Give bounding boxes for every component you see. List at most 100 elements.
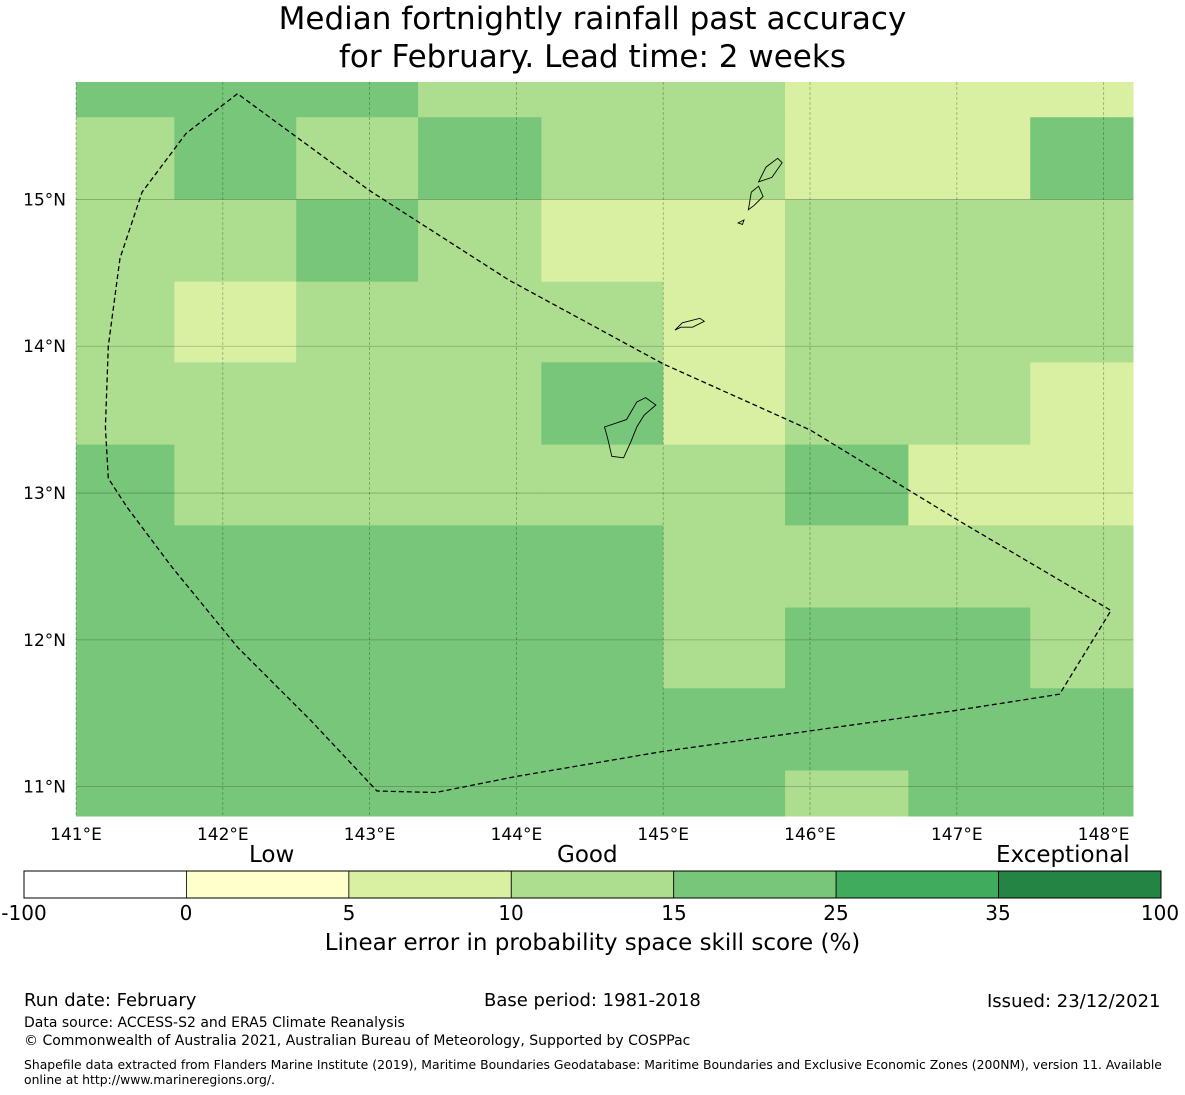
grid-cell (418, 770, 542, 817)
grid-cell (1030, 770, 1134, 817)
island-outlines (603, 157, 783, 459)
grid-cell (908, 688, 1031, 771)
grid-cell (174, 281, 297, 363)
grid-cell (785, 688, 909, 771)
grid-cell (1030, 688, 1134, 771)
grid-cell (296, 688, 419, 771)
grid-cell (296, 525, 419, 609)
copyright: © Commonwealth of Australia 2021, Austra… (24, 1033, 691, 1049)
grid-cell (296, 281, 419, 363)
grid-cell (541, 281, 664, 363)
grid-cell (908, 199, 1031, 283)
grid-cell (541, 362, 664, 446)
longitude-label: 147°E (931, 825, 983, 845)
grid-cell (76, 281, 175, 363)
grid-cell (1030, 199, 1134, 283)
grid-cell (908, 444, 1031, 526)
grid-cell (174, 525, 297, 609)
data-source: Data source: ACCESS-S2 and ERA5 Climate … (24, 1015, 405, 1031)
colorbar-category-low: Low (249, 842, 295, 868)
grid-cell (418, 525, 542, 609)
colorbar-bin (673, 870, 837, 899)
grid-cell (296, 82, 419, 118)
grid-cell (1030, 607, 1134, 689)
grid-cell (174, 82, 297, 118)
colorbar-tick-label: 35 (985, 901, 1011, 925)
island-outline (736, 219, 745, 225)
map-title: Median fortnightly rainfall past accurac… (0, 0, 1185, 76)
grid-cell (541, 82, 664, 118)
grid-cell (76, 362, 175, 446)
grid-cell (174, 117, 297, 200)
latitude-tick-labels: 11°N 12°N 13°N 14°N 15°N (23, 190, 66, 797)
grid-cell (174, 199, 297, 283)
latitude-label: 15°N (23, 190, 66, 210)
grid-cell (1030, 117, 1134, 200)
grid-cell (296, 362, 419, 446)
colorbar-category-good: Good (557, 842, 618, 868)
grid-cell (76, 688, 175, 771)
grid-cell (418, 199, 542, 283)
island-outline (603, 397, 657, 459)
colorbar-bin (998, 870, 1162, 899)
island-outline (674, 317, 706, 331)
grid-cell (785, 444, 909, 526)
grid-cell (174, 770, 297, 817)
colorbar-bin (835, 870, 999, 899)
grid-cell (76, 82, 175, 118)
grid-cell (418, 281, 542, 363)
colorbar-axis-label: Linear error in probability space skill … (324, 930, 861, 956)
grid-cell (663, 607, 786, 689)
grid-cell (541, 199, 664, 283)
grid-cell (908, 281, 1031, 363)
grid-cell (76, 770, 175, 817)
grid-cell (785, 770, 909, 817)
grid-cell (1030, 281, 1134, 363)
graticule (75, 82, 1133, 816)
eez-boundary (104, 93, 1112, 794)
grid-cell (541, 444, 664, 526)
colorbar-tick-label: 15 (661, 901, 687, 925)
grid-cell (1030, 82, 1134, 118)
grid-cell (418, 444, 542, 526)
grid-cell (663, 281, 786, 363)
colorbar-bin (23, 870, 187, 899)
latitude-label: 14°N (23, 337, 66, 357)
latitude-label: 11°N (23, 778, 66, 798)
grid-cell (908, 770, 1031, 817)
grid-cell (1030, 525, 1134, 609)
grid-cell (296, 199, 419, 283)
grid-cell (296, 770, 419, 817)
colorbar-tick-label: 10 (498, 901, 524, 925)
grid-cell (541, 525, 664, 609)
grid-cell (785, 525, 909, 609)
grid-cell (1030, 362, 1134, 446)
grid-cell (908, 117, 1031, 200)
grid-cell (908, 362, 1031, 446)
grid-cell (296, 607, 419, 689)
colorbar-tick-label: 25 (823, 901, 849, 925)
grid-cell (785, 362, 909, 446)
colorbar (23, 870, 1162, 899)
longitude-label: 148°E (1078, 825, 1130, 845)
grid-cell (418, 362, 542, 446)
colorbar-category-exceptional: Exceptional (996, 842, 1130, 868)
island-outline (757, 157, 783, 183)
title-line-1: Median fortnightly rainfall past accurac… (278, 1, 907, 37)
grid-cell (76, 117, 175, 200)
island-outline (747, 185, 764, 211)
longitude-label: 146°E (784, 825, 836, 845)
longitude-label: 143°E (344, 825, 396, 845)
grid-cell (908, 525, 1031, 609)
grid-cell (541, 688, 664, 771)
grid-cell (785, 281, 909, 363)
grid-cell (663, 199, 786, 283)
colorbar-tick-label: 100 (1140, 901, 1180, 925)
grid-cell (418, 607, 542, 689)
run-date: Run date: February (24, 990, 197, 1011)
grid-cell (418, 117, 542, 200)
skill-score-grid (76, 82, 1134, 817)
base-period: Base period: 1981-2018 (484, 990, 701, 1011)
grid-cell (785, 82, 909, 118)
